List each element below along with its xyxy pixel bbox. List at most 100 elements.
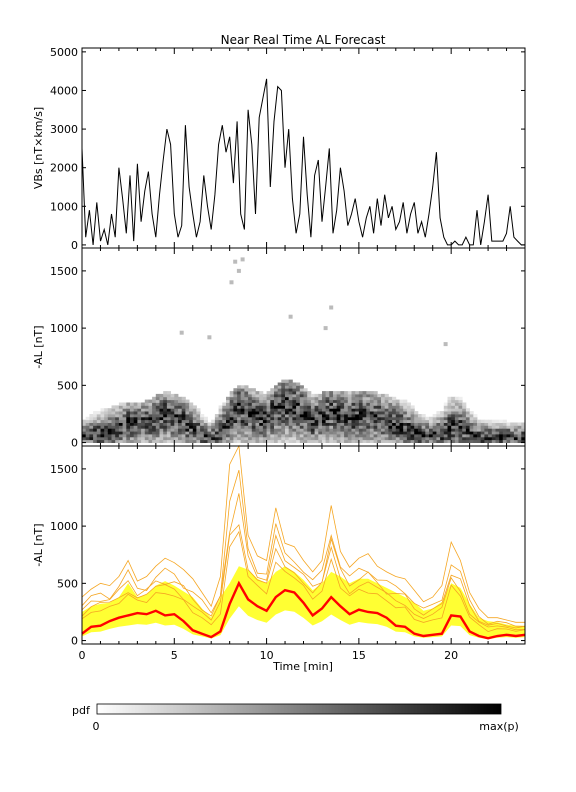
pdf-cell (144, 402, 149, 406)
pdf-cell (266, 428, 271, 432)
pdf-cell (403, 436, 408, 441)
pdf-cell (222, 428, 227, 432)
pdf-cell (451, 419, 456, 423)
pdf-cell (329, 439, 334, 443)
pdf-cell (262, 422, 267, 426)
pdf-cell (240, 434, 245, 438)
pdf-cell (454, 399, 459, 403)
pdf-cell (417, 425, 422, 429)
pdf-cell (392, 422, 397, 426)
pdf-cell (344, 416, 349, 421)
pdf-cell (296, 436, 301, 441)
pdf-cell (296, 414, 301, 418)
pdf-cell (244, 428, 249, 432)
pdf-cell (251, 439, 256, 443)
pdf-cell (502, 422, 507, 426)
pdf-cell (144, 416, 149, 421)
pdf-cell (288, 314, 293, 319)
pdf-cell (196, 428, 201, 432)
pdf-cell (340, 391, 345, 395)
pdf-cell (314, 414, 319, 418)
pdf-cell (89, 436, 94, 441)
pdf-cell (237, 428, 242, 432)
pdf-cell (211, 428, 216, 432)
ensemble-member-line (81, 530, 526, 633)
pdf-cell (340, 428, 345, 432)
pdf-cell (488, 439, 493, 443)
pdf-cell (417, 422, 422, 426)
pdf-cell (362, 408, 367, 412)
pdf-cell (237, 396, 242, 401)
pdf-cell (454, 439, 459, 443)
pdf-cell (299, 385, 304, 389)
pdf-cell (399, 405, 404, 409)
pdf-cell (266, 425, 271, 429)
pdf-cell (189, 416, 194, 421)
pdf-cell (325, 428, 330, 432)
pdf-cell (214, 419, 219, 423)
pdf-cell (296, 439, 301, 443)
pdf-cell (233, 419, 238, 423)
pdf-cell (454, 402, 459, 406)
pdf-cell (248, 425, 253, 429)
pdf-cell (477, 436, 482, 441)
pdf-cell (381, 411, 386, 415)
pdf-cell (277, 393, 282, 398)
pdf-cell (377, 434, 382, 438)
pdf-cell (262, 425, 267, 429)
pdf-cell (369, 414, 374, 418)
pdf-cell (226, 408, 231, 412)
pdf-cell (325, 439, 330, 443)
pdf-cell (155, 419, 160, 423)
pdf-cell (469, 428, 474, 432)
pdf-cell (355, 428, 360, 432)
pdf-cell (421, 419, 426, 423)
pdf-cell (395, 436, 400, 441)
pdf-cell (333, 402, 338, 406)
pdf-cell (314, 408, 319, 412)
pdf-cell (155, 431, 160, 435)
pdf-cell (170, 434, 175, 438)
pdf-cell (299, 431, 304, 435)
pdf-cell (443, 411, 448, 415)
pdf-cell (414, 425, 419, 429)
pdf-cell (255, 439, 260, 443)
pdf-cell (447, 414, 452, 418)
pdf-cell (222, 405, 227, 409)
pdf-cell (107, 414, 112, 418)
pdf-cell (340, 402, 345, 406)
pdf-cell (181, 425, 186, 429)
pdf-cell (506, 431, 511, 435)
pdf-cell (240, 422, 245, 426)
pdf-cell (200, 416, 205, 421)
pdf-cell (248, 399, 253, 403)
pdf-cell (266, 416, 271, 421)
pdf-cell (185, 425, 190, 429)
pdf-cell (82, 419, 87, 423)
pdf-cell (240, 419, 245, 423)
pdf-cell (200, 422, 205, 426)
pdf-cell (510, 428, 515, 432)
pdf-cell (480, 439, 485, 443)
pdf-cell (288, 396, 293, 401)
pdf-cell (196, 408, 201, 412)
pdf-cell (377, 419, 382, 423)
pdf-cell (196, 434, 201, 438)
pdf-cell (447, 416, 452, 421)
pdf-cell (229, 431, 234, 435)
pdf-cell (148, 422, 153, 426)
pdf-cell (133, 402, 138, 406)
pdf-cell (488, 431, 493, 435)
pdf-cell (240, 391, 245, 395)
pdf-cell (325, 408, 330, 412)
pdf-cell (432, 414, 437, 418)
pdf-cell (351, 414, 356, 418)
pdf-cell (410, 428, 415, 432)
pdf-cell (392, 419, 397, 423)
pdf-cell (292, 434, 297, 438)
pdf-cell (395, 405, 400, 409)
pdf-cell (403, 399, 408, 403)
pdf-cell (85, 425, 90, 429)
pdf-cell (318, 439, 323, 443)
pdf-cell (274, 422, 279, 426)
